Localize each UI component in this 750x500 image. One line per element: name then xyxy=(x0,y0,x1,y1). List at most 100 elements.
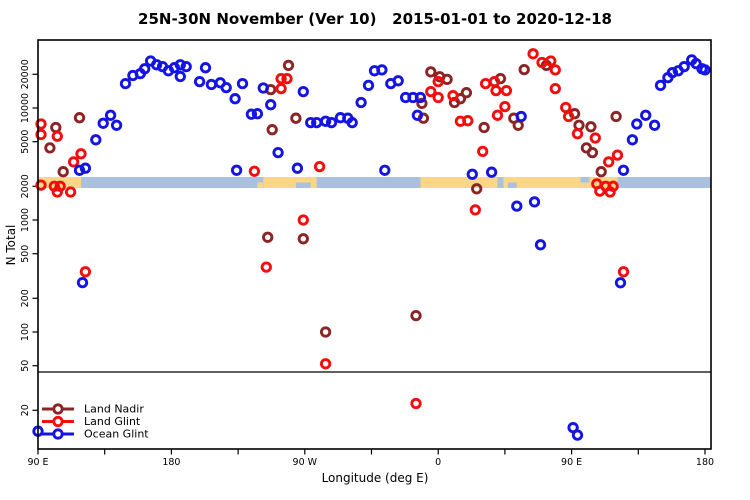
data-point xyxy=(545,55,557,67)
data-point xyxy=(699,64,711,76)
data-point xyxy=(262,231,274,243)
data-point xyxy=(518,63,530,76)
map-band-land-segment xyxy=(420,177,618,189)
data-point xyxy=(603,156,615,168)
data-point xyxy=(528,196,541,208)
map-band-ocean-patch xyxy=(497,177,504,189)
data-point xyxy=(79,266,92,278)
data-point xyxy=(594,185,606,197)
data-point xyxy=(220,81,232,94)
x-tick-label: 90 W xyxy=(293,457,318,468)
data-point xyxy=(562,110,575,123)
data-point xyxy=(654,79,667,92)
data-point xyxy=(488,75,501,88)
data-point xyxy=(416,97,428,110)
data-point xyxy=(275,82,287,95)
data-point xyxy=(205,78,218,91)
data-point xyxy=(425,85,437,98)
data-point xyxy=(35,118,47,130)
data-point xyxy=(491,109,504,121)
data-point xyxy=(466,168,478,180)
data-point xyxy=(174,59,186,71)
data-point xyxy=(313,160,326,173)
data-point xyxy=(512,119,524,131)
data-point xyxy=(251,108,264,120)
y-tick-label: 50 xyxy=(20,360,31,372)
data-point xyxy=(479,77,492,90)
data-point xyxy=(469,204,481,216)
data-point xyxy=(199,62,212,74)
y-tick-label: 20 xyxy=(20,404,31,416)
data-point xyxy=(64,186,77,198)
map-band-ocean-patch xyxy=(507,182,517,189)
data-point xyxy=(150,59,163,71)
data-point xyxy=(490,84,502,97)
data-point xyxy=(35,179,47,191)
data-point xyxy=(193,75,206,88)
data-points xyxy=(32,48,711,441)
data-point xyxy=(534,239,547,251)
chart-title: 25N-30N November (Ver 10) 2015-01-01 to … xyxy=(138,10,612,28)
x-tick-label: 90 E xyxy=(27,457,48,468)
data-point xyxy=(67,156,80,168)
x-tick-label: 180 xyxy=(162,457,180,468)
data-point xyxy=(97,117,109,129)
data-point xyxy=(57,166,69,178)
data-point xyxy=(640,109,652,121)
plot-border xyxy=(37,39,712,450)
data-point xyxy=(257,82,269,94)
data-point xyxy=(236,77,249,90)
data-point xyxy=(297,85,309,98)
data-point xyxy=(282,59,295,72)
map-band-ocean xyxy=(38,177,711,189)
data-point xyxy=(248,165,261,177)
series-ocean-glint xyxy=(32,54,711,441)
data-point xyxy=(666,66,679,79)
data-point xyxy=(229,93,241,105)
data-point xyxy=(617,266,630,278)
data-point xyxy=(478,121,490,134)
data-point xyxy=(560,101,572,114)
data-point xyxy=(648,119,661,131)
data-point xyxy=(291,162,304,174)
data-point xyxy=(410,397,422,410)
data-point xyxy=(471,183,483,195)
data-point xyxy=(90,134,102,146)
data-point xyxy=(319,326,332,338)
data-point xyxy=(265,99,277,111)
data-point xyxy=(499,100,511,113)
legend-label-2: Ocean Glint xyxy=(84,428,149,441)
data-point xyxy=(571,429,584,441)
data-point xyxy=(51,130,63,142)
data-point xyxy=(245,108,258,120)
data-point xyxy=(35,128,47,141)
data-point xyxy=(104,109,117,121)
legend-marker-0 xyxy=(52,403,64,415)
data-point xyxy=(595,166,607,178)
data-point xyxy=(275,72,287,85)
data-point xyxy=(75,148,87,160)
data-point xyxy=(119,77,132,90)
data-point xyxy=(589,132,601,144)
data-point xyxy=(462,115,474,127)
data-point xyxy=(485,166,498,178)
data-point xyxy=(432,91,444,104)
data-point xyxy=(410,309,422,322)
data-point xyxy=(678,60,690,73)
data-point xyxy=(319,358,332,370)
data-point xyxy=(290,112,302,124)
data-point xyxy=(549,64,561,76)
data-point xyxy=(585,121,597,133)
data-point xyxy=(515,110,527,123)
y-tick-label: 100 xyxy=(20,323,31,341)
legend-label-0: Land Nadir xyxy=(84,403,144,416)
data-point xyxy=(477,145,489,158)
data-point xyxy=(73,164,86,176)
data-point xyxy=(425,66,437,78)
data-point xyxy=(79,162,92,174)
data-point xyxy=(414,91,427,104)
data-point xyxy=(611,149,624,161)
data-point xyxy=(319,115,332,127)
data-point xyxy=(76,276,89,289)
